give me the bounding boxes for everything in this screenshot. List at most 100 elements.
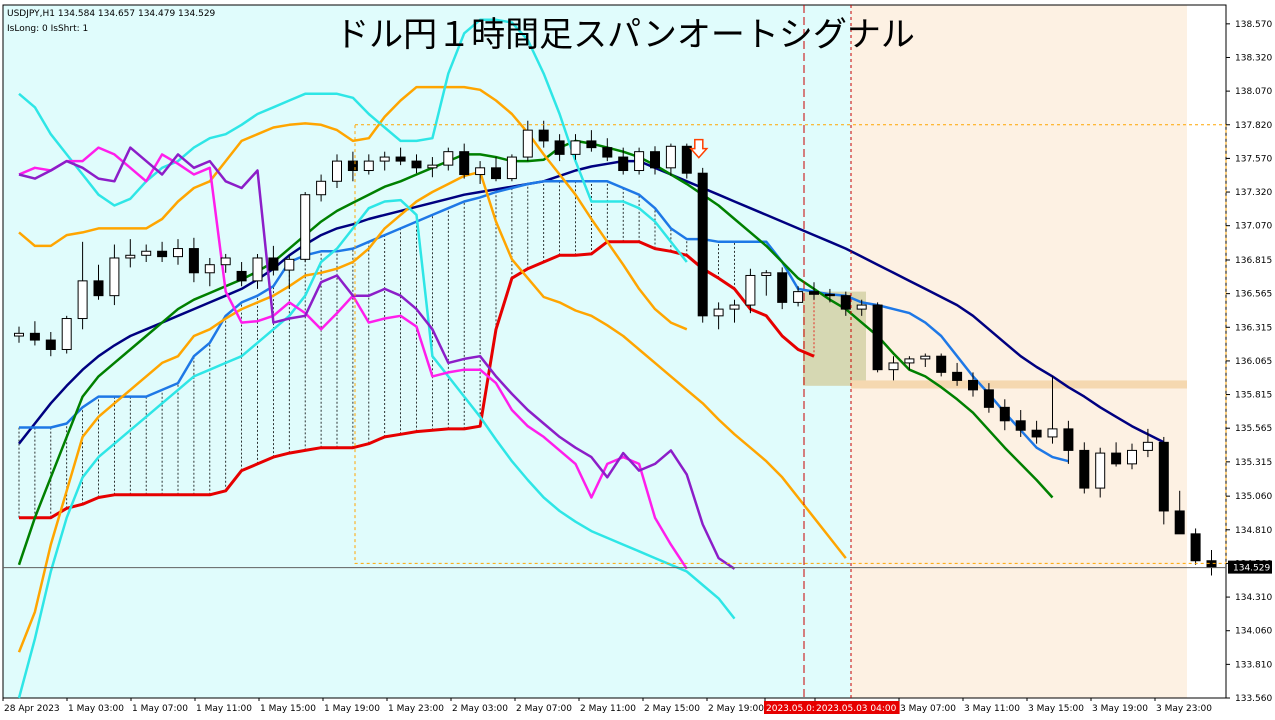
candle-body [840,295,851,310]
x-tick-label: 2 May 19:00 [708,704,764,714]
y-tick-label: 136.815 [1235,256,1272,266]
candle-body [125,254,136,259]
y-tick-label: 133.810 [1235,660,1272,670]
candle-body [983,389,994,408]
candle [173,239,183,265]
candle-body [824,293,835,297]
candle-body [1079,449,1090,489]
candle-body [332,160,342,182]
candle [109,244,120,306]
candle [904,356,915,370]
candle [983,383,994,413]
y-tick-label: 136.315 [1235,323,1272,333]
candle-body [1206,560,1217,568]
candle [77,241,88,330]
y-tick-label: 137.320 [1235,188,1272,198]
x-tick-label: 1 May 19:00 [324,704,380,714]
candle [618,147,629,175]
candle-body [1190,533,1201,562]
candle-body [999,406,1010,422]
series-line-5 [18,85,688,331]
symbol-header: USDJPY,H1 134.584 134.657 134.479 134.52… [7,9,216,19]
y-tick-label: 133.560 [1235,694,1272,704]
candle [506,154,517,182]
candle [459,143,470,179]
y-tick-label: 137.820 [1235,121,1272,131]
candle-body [936,355,947,373]
candle [204,257,215,287]
candle [554,134,565,162]
candle [1190,528,1201,565]
candle-body [1142,441,1153,451]
candle-body [236,270,247,282]
candle-body [379,156,390,162]
candle [395,147,406,166]
candle-body [284,258,295,271]
y-tick-label: 138.320 [1235,53,1272,63]
candle-body [793,291,804,303]
candle-body [570,140,581,155]
candle-body [188,248,199,274]
candle-body [411,160,422,169]
candle [332,154,342,189]
candle [570,134,581,160]
candle-body [157,250,168,258]
candle [634,147,645,175]
candle [125,239,136,268]
status-line: IsLong: 0 IsShrt: 1 [7,24,88,34]
candle [856,299,867,316]
candle [824,288,835,303]
candle [284,255,295,289]
series-line-7 [18,18,688,263]
candle-body [1127,449,1137,465]
candle [252,253,263,289]
cloud-future-zone [851,5,1187,698]
candle [602,138,613,162]
sell-arrow-icon [689,138,709,159]
candle-body [173,248,183,258]
candle [1158,436,1169,525]
candle-body [141,250,152,256]
x-tick-label: 1 May 15:00 [260,704,316,714]
candle-body [45,339,56,350]
candle [141,244,152,263]
candle-body [252,257,263,282]
candle [1079,442,1090,494]
candle-body [1063,428,1074,451]
current-price-box [1228,560,1272,574]
x-tick-label: 2023.05.03 04:00 [816,704,897,714]
candle-body [729,304,740,310]
candle [61,315,72,354]
candle-body [904,358,915,364]
chart-overlays [3,5,1227,698]
candle-body [459,151,470,176]
candle-body [650,151,660,169]
candle [1063,420,1074,464]
candle [491,157,501,182]
candle [999,399,1010,431]
candle-body [856,304,867,310]
candle [761,270,772,296]
candle [379,151,390,171]
y-tick-label: 135.815 [1235,391,1272,401]
candle-body [697,172,708,317]
x-tick-label: 3 May 11:00 [964,704,1020,714]
candle [427,157,438,178]
y-tick-label: 135.565 [1235,424,1272,434]
x-tick-label: 1 May 07:00 [132,704,188,714]
candle [363,154,374,175]
x-tick-label: 2 May 03:00 [452,704,508,714]
signal-band [851,380,1187,389]
candle-body [300,194,311,260]
candle [93,264,104,300]
price-axis: 138.570 138.320 138.070 137.820 137.570 137.3… [1226,20,1272,704]
candle [220,253,231,273]
candle [443,147,454,171]
x-tick-highlight [814,701,900,714]
range-box [354,124,1227,564]
candle-body [1047,428,1058,438]
candles [14,120,1217,576]
candle-body [1158,441,1169,512]
candle [650,146,660,175]
